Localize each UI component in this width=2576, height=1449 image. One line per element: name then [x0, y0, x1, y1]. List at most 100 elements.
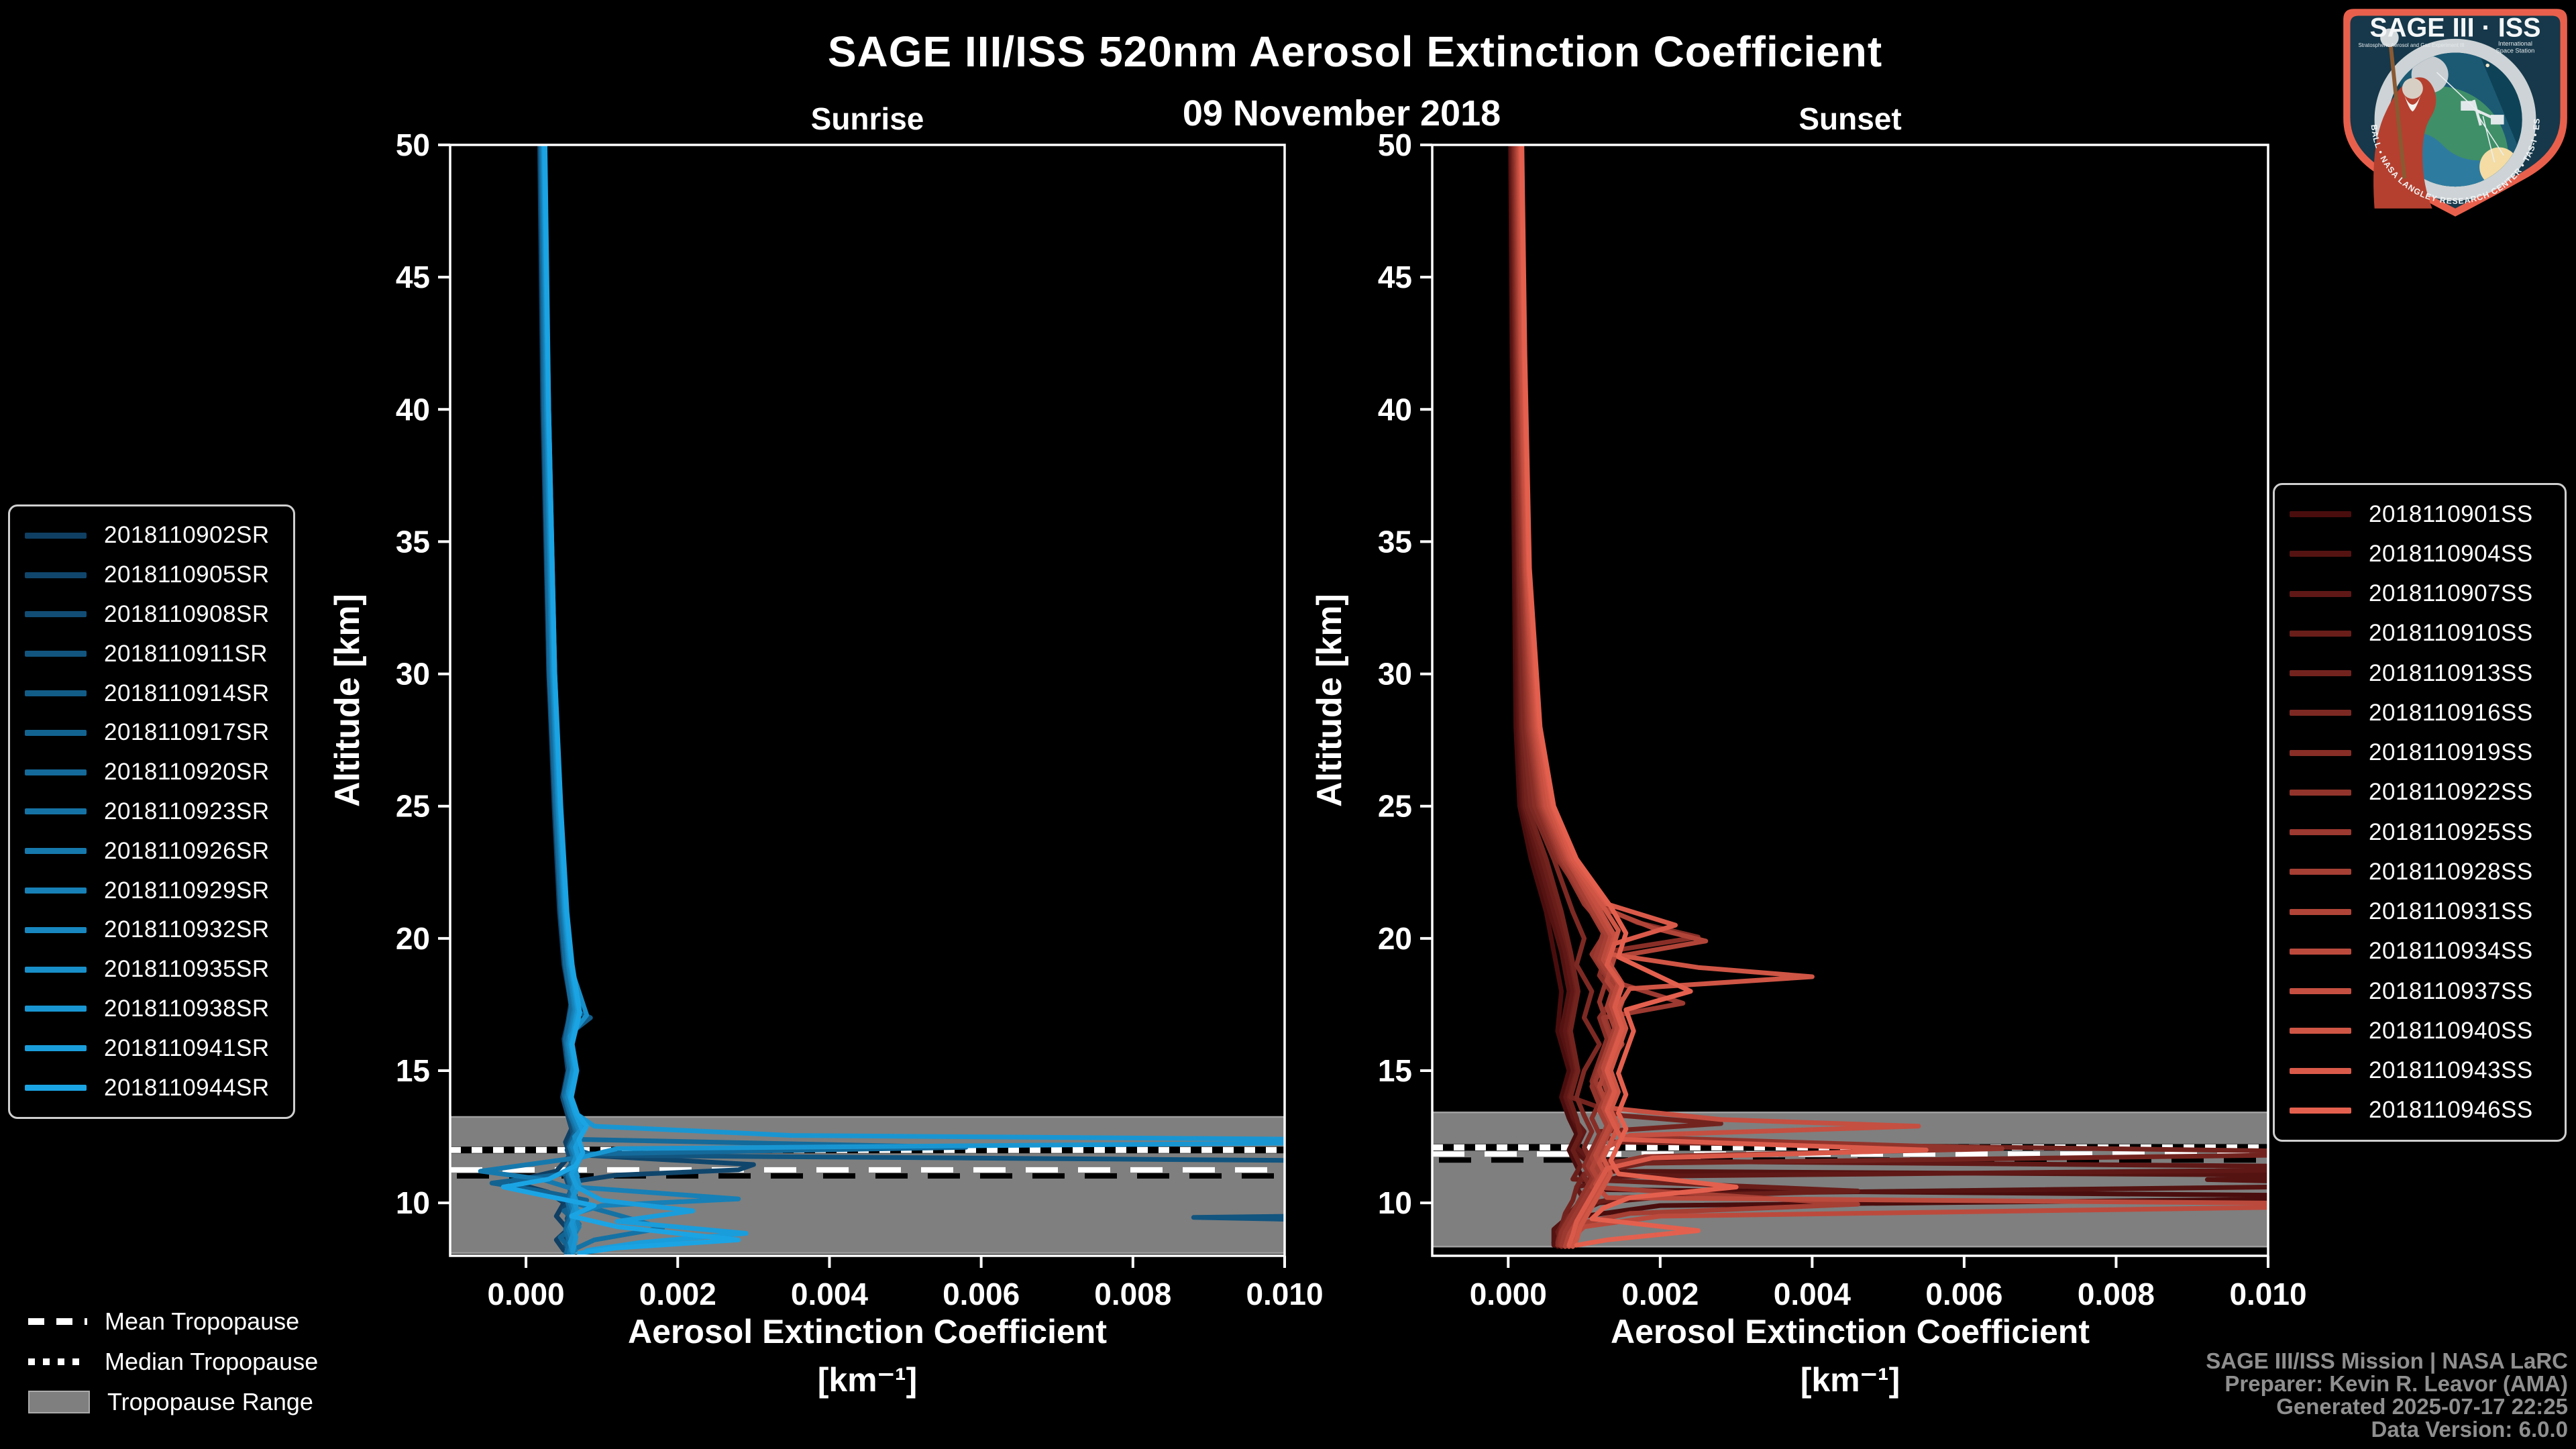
- legend-line-sample: [2290, 869, 2351, 875]
- legend-line-sample: [25, 769, 87, 775]
- x-tick-label: 0.008: [2078, 1277, 2155, 1311]
- legend-item-label: 2018110934SS: [2369, 938, 2533, 965]
- legend-item: 2018110913SS: [2290, 655, 2550, 692]
- x-tick-label: 0.002: [639, 1277, 716, 1311]
- legend-item: 2018110902SR: [25, 517, 278, 554]
- legend-line-sample: [25, 926, 87, 933]
- y-tick-label: 30: [1378, 657, 1412, 692]
- legend-item: 2018110919SS: [2290, 734, 2550, 771]
- legend-item: 2018110928SS: [2290, 853, 2550, 891]
- legend-item-label: 2018110925SS: [2369, 818, 2533, 845]
- axis-title-y: Altitude [km]: [1310, 594, 1349, 807]
- profile-line: [539, 145, 969, 1256]
- legend-item-label: 2018110940SS: [2369, 1017, 2533, 1044]
- page-title: SAGE III/ISS 520nm Aerosol Extinction Co…: [827, 28, 1883, 76]
- credits-block: SAGE III/ISS Mission | NASA LaRC Prepare…: [2206, 1350, 2568, 1441]
- legend-item: 2018110932SR: [25, 911, 278, 949]
- credit-line-generated: Generated 2025-07-17 22:25: [2276, 1394, 2568, 1419]
- y-tick-label: 40: [1378, 392, 1412, 427]
- legend-item: 2018110923SR: [25, 793, 278, 830]
- legend-item-label: 2018110901SS: [2369, 500, 2533, 527]
- legend-item-label: 2018110902SR: [104, 522, 270, 549]
- y-tick-label: 30: [396, 657, 430, 692]
- legend-item: 2018110941SR: [25, 1030, 278, 1067]
- legend-line-sample: [2290, 908, 2351, 915]
- legend-item-label: 2018110919SS: [2369, 739, 2533, 766]
- tropopause-range-label: Tropopause Range: [107, 1388, 313, 1415]
- legend-line-sample: [25, 1045, 87, 1052]
- legend-item-label: 2018110935SR: [104, 956, 270, 983]
- legend-item-label: 2018110917SR: [104, 719, 270, 746]
- axis-title-x: Aerosol Extinction Coefficient: [1611, 1313, 2090, 1350]
- legend-item-label: 2018110943SS: [2369, 1057, 2533, 1084]
- legend-line-sample: [25, 611, 87, 618]
- y-tick-label: 15: [1378, 1053, 1412, 1088]
- father-time-figure: [2373, 28, 2436, 209]
- legend-line-sample: [25, 651, 87, 657]
- legend-line-sample: [2290, 1067, 2351, 1074]
- legend-line-sample: [2290, 630, 2351, 637]
- legend-line-sample: [25, 729, 87, 736]
- median-tropopause-label: Median Tropopause: [105, 1348, 319, 1375]
- x-tick-label: 0.010: [2229, 1277, 2306, 1311]
- legend-line-sample: [2290, 551, 2351, 557]
- legend-line-sample: [2290, 948, 2351, 955]
- observation-beams: [2436, 72, 2504, 163]
- legend-item-label: 2018110926SR: [104, 837, 270, 864]
- legend-item: 2018110934SS: [2290, 932, 2550, 970]
- legend-item: 2018110943SS: [2290, 1052, 2550, 1089]
- legend-item-label: 2018110944SR: [104, 1074, 270, 1101]
- legend-item-label: 2018110920SR: [104, 759, 270, 786]
- legend-line-sample: [25, 1085, 87, 1091]
- panel-title-sunrise: Sunrise: [810, 101, 924, 136]
- legend-item: 2018110931SS: [2290, 893, 2550, 930]
- profile-line: [500, 145, 741, 1256]
- gray-band-icon: [28, 1391, 90, 1413]
- y-tick-label: 35: [396, 524, 430, 559]
- legend-item-label: 2018110931SS: [2369, 898, 2533, 925]
- legend-item: 2018110929SR: [25, 872, 278, 910]
- legend-item: 2018110907SS: [2290, 575, 2550, 612]
- legend-item-label: 2018110904SS: [2369, 540, 2533, 567]
- legend-item: 2018110904SS: [2290, 535, 2550, 573]
- legend-item: 2018110920SR: [25, 753, 278, 791]
- y-tick-label: 25: [1378, 789, 1412, 824]
- legend-line-sample: [2290, 988, 2351, 995]
- legend-item: 2018110917SR: [25, 714, 278, 751]
- legend-sunset-events: 2018110901SS 2018110904SS 2018110907SS 2018…: [2273, 483, 2567, 1142]
- x-tick-label: 0.004: [791, 1277, 869, 1311]
- legend-line-sample: [25, 888, 87, 894]
- legend-item-label: 2018110928SS: [2369, 858, 2533, 885]
- y-tick-label: 50: [396, 127, 430, 162]
- legend-item: 2018110916SS: [2290, 694, 2550, 732]
- legend-item-label: 2018110916SS: [2369, 699, 2533, 726]
- x-tick-label: 0.006: [943, 1277, 1020, 1311]
- legend-line-sample: [2290, 670, 2351, 677]
- profile-line: [1517, 145, 1815, 1249]
- legend-item-label: 2018110932SR: [104, 916, 270, 943]
- legend-item-label: 2018110911SR: [104, 640, 268, 667]
- legend-item: 2018110922SS: [2290, 773, 2550, 811]
- x-tick-label: 0.010: [1246, 1277, 1323, 1311]
- x-tick-label: 0.002: [1621, 1277, 1699, 1311]
- y-tick-label: 15: [396, 1053, 430, 1088]
- legend-line-sample: [25, 808, 87, 815]
- y-tick-label: 10: [1378, 1185, 1412, 1220]
- x-tick-label: 0.004: [1774, 1277, 1851, 1311]
- patch-subtitle-left: Stratospheric Aerosol and Gas Experiment…: [2359, 42, 2465, 48]
- legend-item: 2018110905SR: [25, 556, 278, 594]
- legend-line-sample: [25, 1006, 87, 1012]
- y-tick-label: 35: [1378, 524, 1412, 559]
- legend-line-sample: [2290, 590, 2351, 597]
- legend-item: 2018110938SR: [25, 990, 278, 1028]
- legend-item-label: 2018110913SS: [2369, 659, 2533, 686]
- legend-item-label: 2018110922SS: [2369, 779, 2533, 806]
- x-tick-label: 0.000: [1470, 1277, 1547, 1311]
- mean-tropopause-label: Mean Tropopause: [105, 1307, 300, 1335]
- legend-item-label: 2018110946SS: [2369, 1097, 2533, 1124]
- legend-line-sample: [25, 532, 87, 539]
- legend-line-sample: [2290, 710, 2351, 716]
- legend-item-label: 2018110923SR: [104, 798, 270, 824]
- legend-item: 2018110937SS: [2290, 973, 2550, 1010]
